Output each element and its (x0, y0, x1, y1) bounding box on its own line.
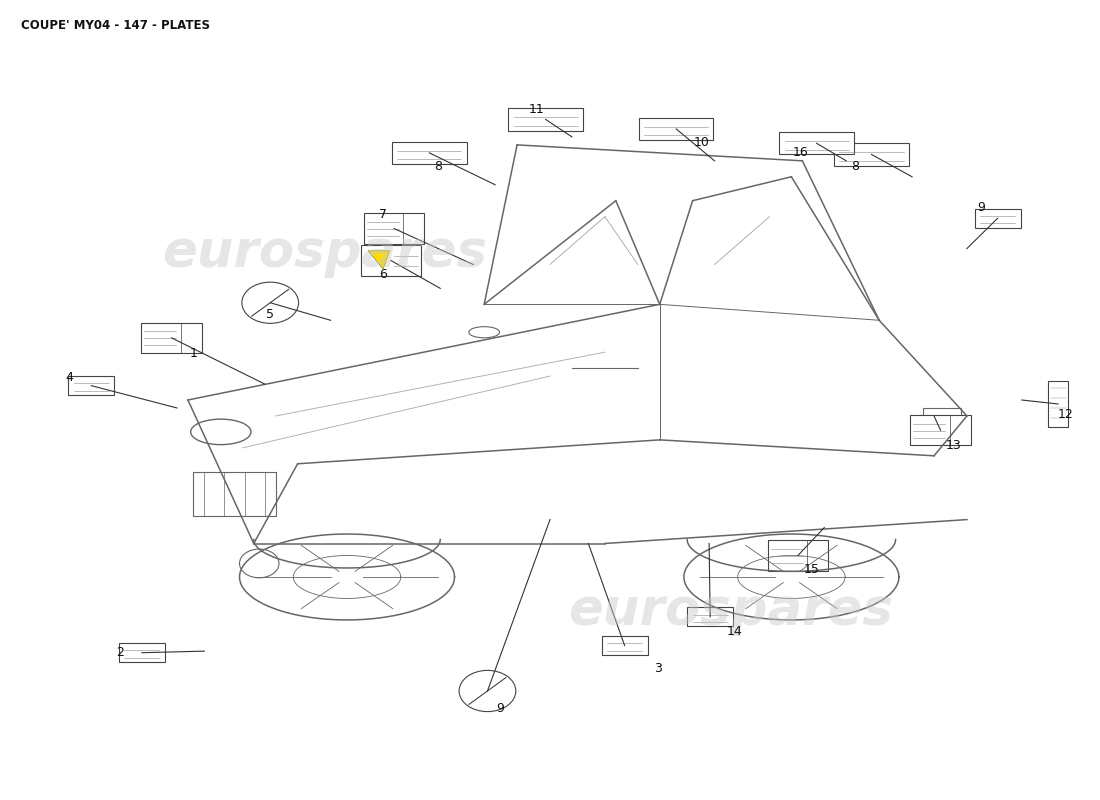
Text: 4: 4 (66, 371, 74, 384)
Text: 14: 14 (726, 625, 742, 638)
Bar (194, 472, 276, 515)
Text: 11: 11 (529, 102, 544, 115)
Bar (364, 214, 425, 244)
Circle shape (459, 670, 516, 711)
Bar (508, 108, 583, 130)
Text: 7: 7 (379, 208, 387, 221)
Text: 1: 1 (189, 347, 197, 360)
Text: 8: 8 (434, 160, 442, 173)
Bar (392, 142, 466, 164)
Text: COUPE' MY04 - 147 - PLATES: COUPE' MY04 - 147 - PLATES (21, 19, 210, 32)
Text: 12: 12 (1058, 408, 1074, 421)
Text: 3: 3 (653, 662, 661, 675)
Bar (911, 415, 971, 446)
Polygon shape (368, 250, 389, 269)
Bar (975, 209, 1021, 228)
Bar (779, 132, 854, 154)
Text: eurospares: eurospares (569, 586, 893, 636)
Bar (768, 540, 828, 570)
Text: 9: 9 (977, 201, 986, 214)
Text: 5: 5 (266, 308, 274, 321)
Text: 10: 10 (693, 136, 710, 149)
Bar (68, 376, 114, 395)
Text: 9: 9 (497, 702, 505, 715)
Text: 15: 15 (803, 562, 820, 575)
Text: 13: 13 (946, 439, 961, 452)
Bar (639, 118, 714, 140)
Bar (688, 607, 734, 626)
Bar (361, 246, 421, 276)
Text: 2: 2 (116, 646, 124, 659)
Bar (923, 408, 961, 440)
Text: eurospares: eurospares (163, 227, 487, 278)
Bar (1048, 381, 1068, 427)
Bar (141, 322, 201, 353)
Bar (119, 643, 165, 662)
Bar (602, 636, 648, 655)
Text: 16: 16 (792, 146, 808, 159)
Text: 6: 6 (379, 268, 387, 282)
Text: 8: 8 (851, 160, 859, 173)
Circle shape (242, 282, 298, 323)
Bar (834, 143, 909, 166)
